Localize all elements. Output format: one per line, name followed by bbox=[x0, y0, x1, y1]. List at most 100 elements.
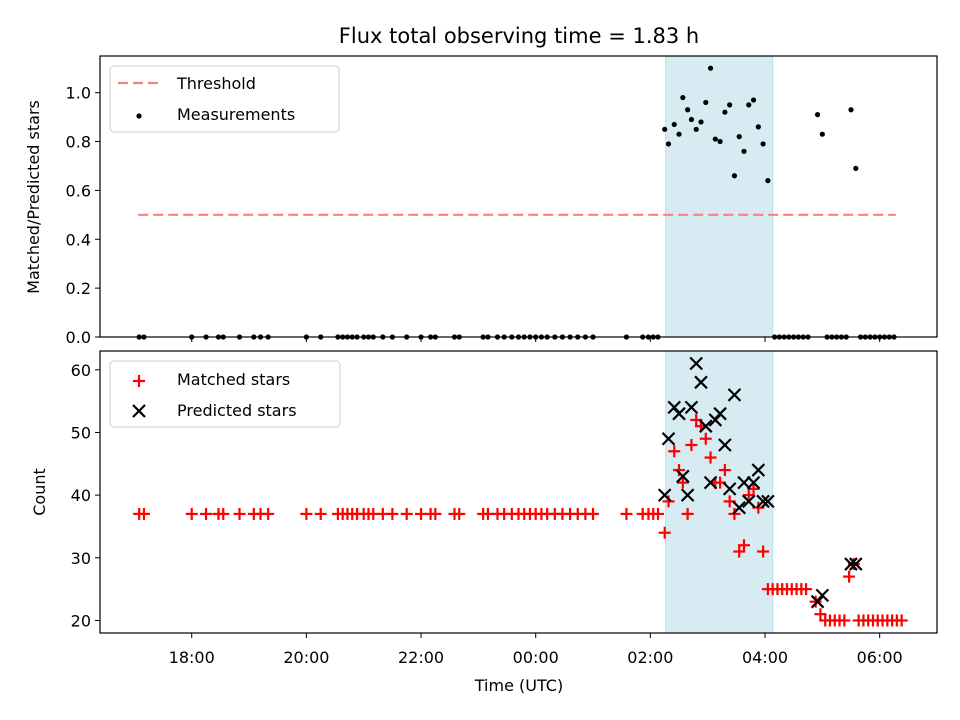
top-x-ticks bbox=[191, 337, 881, 342]
shaded-span-top bbox=[665, 55, 774, 338]
predicted-point bbox=[756, 494, 770, 509]
bottom-panel: 20 30 40 50 60 18:00 20:00 22:00 00:00 02:00 04:0… bbox=[30, 350, 938, 695]
predicted-point bbox=[849, 557, 863, 571]
y-tick-label: 60 bbox=[71, 361, 91, 380]
matched-stars-series bbox=[133, 413, 908, 627]
predicted-point bbox=[741, 494, 756, 509]
measurement-point bbox=[662, 126, 668, 132]
measurement-point bbox=[680, 94, 686, 101]
matched-point bbox=[587, 507, 600, 520]
measurement-point bbox=[703, 99, 709, 106]
matched-point bbox=[699, 432, 712, 445]
legend-predicted-swatch bbox=[132, 404, 146, 418]
x-tick-label: 06:00 bbox=[857, 648, 903, 667]
predicted-point bbox=[815, 588, 830, 603]
matched-point bbox=[620, 507, 633, 520]
matched-point bbox=[400, 507, 413, 520]
matched-point bbox=[386, 507, 399, 520]
predicted-point bbox=[732, 500, 746, 515]
top-y-axis-label: Matched/Predicted stars bbox=[24, 100, 43, 294]
matched-point bbox=[185, 507, 198, 520]
predicted-point bbox=[751, 463, 766, 477]
legend-measurements-label: Measurements bbox=[177, 105, 295, 124]
predicted-point bbox=[761, 494, 775, 509]
matched-point bbox=[895, 614, 908, 627]
predicted-point bbox=[722, 482, 737, 496]
matched-point bbox=[233, 507, 246, 520]
matched-point bbox=[685, 439, 698, 451]
y-tick-label: 0.0 bbox=[66, 328, 91, 347]
shaded-span-bottom bbox=[665, 350, 774, 634]
measurement-point bbox=[685, 107, 691, 113]
predicted-point bbox=[676, 469, 690, 484]
measurement-point bbox=[727, 102, 733, 108]
measurement-point bbox=[665, 141, 672, 147]
matched-point bbox=[300, 507, 313, 520]
matched-point bbox=[314, 507, 327, 520]
matched-point bbox=[742, 489, 755, 502]
y-tick-label: 0.2 bbox=[66, 279, 91, 298]
legend-predicted-label: Predicted stars bbox=[177, 401, 297, 420]
predicted-stars-series bbox=[657, 356, 863, 609]
matched-point bbox=[429, 507, 442, 520]
y-tick-label: 0.6 bbox=[66, 181, 91, 200]
top-legend: Threshold Measurements bbox=[109, 65, 340, 133]
bottom-y-ticks: 20 30 40 50 60 bbox=[71, 361, 100, 630]
matched-point bbox=[137, 507, 150, 520]
matched-point bbox=[658, 526, 671, 539]
y-tick-label: 20 bbox=[71, 611, 91, 630]
measurement-point bbox=[741, 148, 747, 154]
measurement-point bbox=[814, 112, 821, 118]
measurements-series bbox=[136, 65, 897, 340]
measurement-point bbox=[736, 134, 742, 140]
matched-point bbox=[718, 464, 731, 477]
matched-point bbox=[733, 545, 746, 558]
x-tick-label: 22:00 bbox=[398, 648, 444, 667]
predicted-point bbox=[727, 388, 742, 402]
measurement-point bbox=[853, 165, 859, 171]
x-tick-label: 04:00 bbox=[742, 648, 788, 667]
bottom-y-axis-label: Count bbox=[30, 468, 49, 516]
predicted-point bbox=[689, 356, 703, 371]
legend-threshold-label: Threshold bbox=[176, 74, 256, 93]
bottom-legend: Matched stars Predicted stars bbox=[109, 360, 341, 428]
matched-point bbox=[838, 614, 851, 627]
bottom-x-ticks: 18:00 20:00 22:00 00:00 02:00 04:00 06:00 bbox=[169, 633, 903, 667]
measurement-point bbox=[819, 131, 825, 137]
matched-point bbox=[704, 451, 717, 464]
predicted-point bbox=[684, 400, 699, 415]
top-panel: 0.0 0.2 0.4 0.6 0.8 1.0 Matched/Predicted sta… bbox=[24, 55, 938, 347]
measurement-point bbox=[693, 126, 699, 132]
predicted-point bbox=[657, 488, 672, 502]
measurement-point bbox=[746, 102, 752, 108]
measurement-point bbox=[848, 107, 854, 113]
chart-title: Flux total observing time = 1.83 h bbox=[339, 24, 699, 48]
measurement-point bbox=[707, 65, 714, 71]
predicted-point bbox=[680, 488, 695, 502]
y-tick-label: 50 bbox=[71, 423, 91, 442]
legend-matched-swatch bbox=[133, 375, 145, 387]
measurement-point bbox=[676, 131, 682, 137]
matched-point bbox=[757, 545, 770, 558]
measurement-point bbox=[765, 178, 771, 184]
x-tick-label: 00:00 bbox=[513, 648, 559, 667]
predicted-point bbox=[661, 431, 676, 446]
predicted-point bbox=[672, 406, 686, 421]
predicted-point bbox=[698, 419, 713, 433]
predicted-point bbox=[718, 438, 732, 452]
bottom-axes-frame bbox=[99, 350, 938, 634]
matched-point bbox=[652, 507, 664, 520]
y-tick-label: 0.8 bbox=[66, 133, 91, 152]
matched-point bbox=[453, 507, 466, 520]
matched-point bbox=[668, 445, 681, 458]
measurement-point bbox=[722, 109, 728, 115]
matched-point bbox=[676, 476, 689, 489]
y-tick-label: 1.0 bbox=[66, 84, 91, 103]
top-y-ticks: 0.0 0.2 0.4 0.6 0.8 1.0 bbox=[66, 84, 100, 347]
y-tick-label: 0.4 bbox=[66, 230, 91, 249]
matched-point bbox=[217, 507, 230, 520]
matched-point bbox=[843, 570, 856, 583]
matched-point bbox=[737, 539, 750, 552]
predicted-point bbox=[844, 557, 858, 571]
